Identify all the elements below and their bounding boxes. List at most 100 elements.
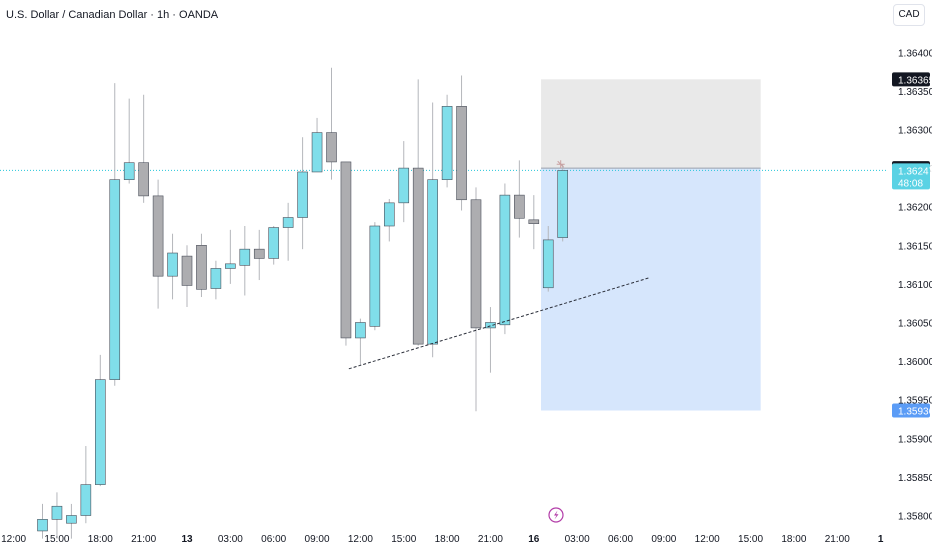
candle[interactable] xyxy=(340,161,352,346)
candle[interactable] xyxy=(268,226,280,265)
candle[interactable] xyxy=(51,492,63,539)
bearish-candle-body xyxy=(470,199,482,329)
candle[interactable] xyxy=(326,67,337,180)
price-tick-label: 1.35850 xyxy=(898,473,932,484)
trendline[interactable] xyxy=(348,277,650,370)
candle[interactable] xyxy=(109,83,121,386)
time-tick-label: 21:00 xyxy=(131,534,156,545)
bullish-candle-body xyxy=(167,252,178,277)
target-price-badge: 1.35936 xyxy=(892,403,932,418)
candle[interactable] xyxy=(225,229,236,284)
candle[interactable] xyxy=(355,318,366,365)
candle[interactable] xyxy=(514,160,525,238)
stop-price-badge-text: 1.36365 xyxy=(898,75,932,86)
candle[interactable] xyxy=(239,226,251,296)
candle[interactable] xyxy=(167,233,178,300)
time-tick-label: 12:00 xyxy=(695,534,720,545)
overlay xyxy=(548,507,564,523)
time-tick-label: 06:00 xyxy=(608,534,633,545)
currency-button[interactable]: CAD xyxy=(893,4,925,26)
time-tick-label: 13 xyxy=(181,534,193,545)
candle[interactable] xyxy=(138,94,149,203)
candle[interactable] xyxy=(282,202,294,261)
lightning-icon xyxy=(554,510,559,520)
price-tick-label: 1.35900 xyxy=(898,434,932,445)
bullish-candle-body xyxy=(383,202,395,227)
price-tick-label: 1.36350 xyxy=(898,87,932,98)
stop-price-badge-bg xyxy=(892,72,930,87)
candle[interactable] xyxy=(95,354,106,487)
candle[interactable] xyxy=(383,198,395,242)
bearish-candle-body xyxy=(340,161,352,339)
price-tick-label: 1.36150 xyxy=(898,241,932,252)
candle[interactable] xyxy=(152,179,164,309)
time-tick-label: 03:00 xyxy=(218,534,243,545)
bullish-candle-body xyxy=(80,484,92,516)
time-tick-label: 12:00 xyxy=(1,534,26,545)
time-tick-label: 15:00 xyxy=(391,534,416,545)
bullish-candle-body xyxy=(239,248,251,266)
candle[interactable] xyxy=(427,102,438,358)
bullish-candle-body xyxy=(398,167,410,204)
bullish-candle-body xyxy=(66,515,77,524)
bullish-candle-body xyxy=(557,170,569,238)
candle[interactable] xyxy=(196,233,207,298)
candle[interactable] xyxy=(412,79,424,346)
target-price-badge-text: 1.35936 xyxy=(898,407,932,418)
bullish-candle-body xyxy=(485,322,496,329)
bearish-candle-body xyxy=(528,219,540,224)
bullish-candle-body xyxy=(441,106,453,180)
candle[interactable] xyxy=(441,94,453,188)
bullish-candle-body xyxy=(95,379,106,485)
time-tick-label: 15:00 xyxy=(44,534,69,545)
current-price-badge-bg xyxy=(892,163,930,190)
bullish-candle-body xyxy=(499,194,511,326)
bullish-candle-body xyxy=(123,162,135,180)
time-tick-label: 09:00 xyxy=(651,534,676,545)
candle[interactable] xyxy=(398,141,410,223)
bearish-candle-body xyxy=(181,255,193,286)
price-tick-label: 1.36300 xyxy=(898,126,932,137)
candle[interactable] xyxy=(311,117,323,173)
current-price-badge-text: 1.36247 xyxy=(898,166,932,177)
drawings xyxy=(348,160,650,370)
candle[interactable] xyxy=(542,226,554,292)
price-tick-label: 1.35950 xyxy=(898,396,932,407)
time-tick-label: 12:00 xyxy=(348,534,373,545)
stop-loss-zone[interactable] xyxy=(541,79,761,169)
price-tick-label: 1.35800 xyxy=(898,512,932,523)
stop-price-badge: 1.36365 xyxy=(892,72,932,87)
candle[interactable] xyxy=(253,229,265,281)
bullish-candle-body xyxy=(369,225,381,327)
target-price-badge-bg xyxy=(892,403,930,418)
bearish-candle-body xyxy=(138,162,149,197)
candle[interactable] xyxy=(123,98,135,184)
candle[interactable] xyxy=(297,137,308,250)
candle[interactable] xyxy=(369,222,381,331)
candle[interactable] xyxy=(80,446,92,524)
candle[interactable] xyxy=(66,503,77,539)
take-profit-zone[interactable] xyxy=(541,168,761,411)
time-axis: 12:00 15:00 18:00 21:00 13 03:00 06:00 09:00 12:… xyxy=(1,534,884,545)
candle[interactable] xyxy=(181,245,193,308)
position-zones xyxy=(541,79,761,411)
time-tick-label: 15:00 xyxy=(738,534,763,545)
price-tick-label: 1.36100 xyxy=(898,280,932,291)
bullish-candle-body xyxy=(51,505,63,520)
candle[interactable] xyxy=(470,187,482,412)
price-axis: 1.35800 1.35850 1.35900 1.35950 1.36000 1.360… xyxy=(892,48,932,523)
candle[interactable] xyxy=(528,195,540,250)
candle[interactable] xyxy=(557,164,569,242)
candle[interactable] xyxy=(456,75,467,211)
event-marker-icon[interactable] xyxy=(548,507,564,523)
bullish-candle-body xyxy=(210,268,222,289)
bearish-candle-body xyxy=(152,195,164,277)
time-tick-label: 18:00 xyxy=(88,534,113,545)
time-tick-label: 16 xyxy=(528,534,540,545)
candle[interactable] xyxy=(485,307,496,373)
candle[interactable] xyxy=(210,260,222,300)
candle[interactable] xyxy=(499,183,511,335)
candle[interactable] xyxy=(37,503,48,539)
time-tick-label: 06:00 xyxy=(261,534,286,545)
